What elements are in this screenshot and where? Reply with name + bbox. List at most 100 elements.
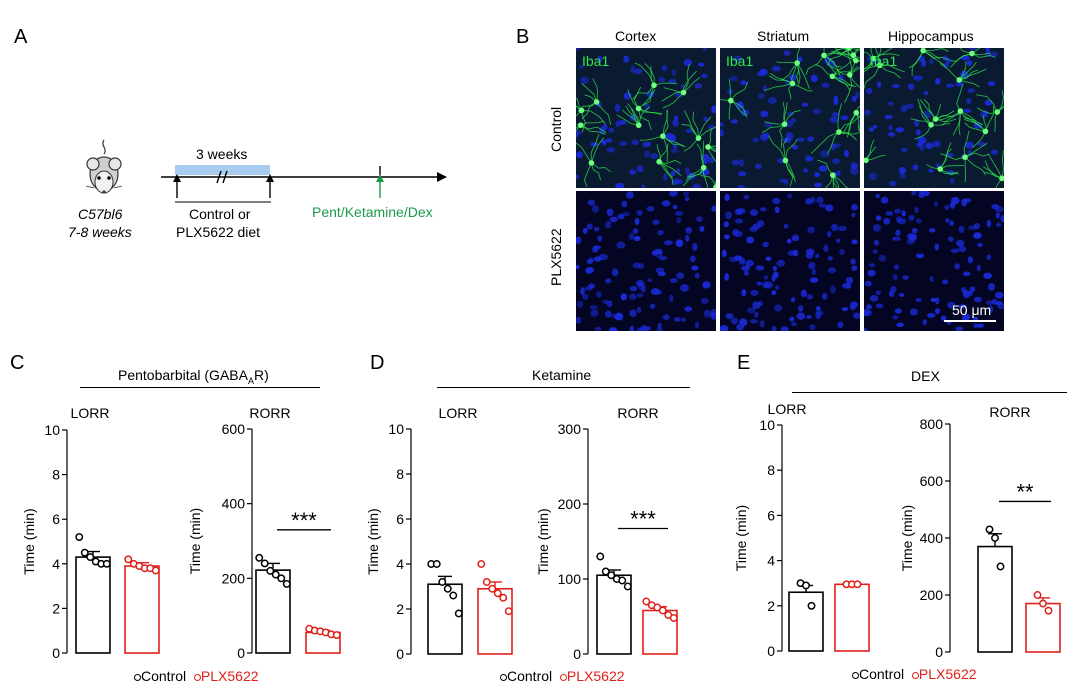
y-axis-label: Time (min)	[733, 505, 749, 571]
data-point	[438, 578, 447, 586]
legend-plx-marker	[193, 673, 201, 681]
iba1-label: Iba1	[582, 53, 609, 69]
panel-e-title: DEX	[911, 368, 940, 384]
panel-c-title: Pentobarbital (GABAAR)	[118, 367, 269, 386]
legend-plx-label: PLX5622	[918, 666, 977, 682]
y-axis-label: Time (min)	[365, 508, 381, 574]
mouse-age: 7-8 weeks	[68, 224, 132, 240]
y-tick-label: 4	[767, 553, 775, 569]
data-point	[669, 614, 678, 622]
y-tick-label: 8	[396, 466, 404, 482]
y-tick-label: 300	[558, 421, 582, 437]
y-tick-label: 4	[396, 556, 404, 572]
legend-control-marker	[500, 673, 507, 681]
y-axis-label: Time (min)	[535, 508, 551, 574]
chart-e-lorr: LORR Time (min) 0 2 4 6 8 10	[733, 401, 870, 659]
legend-control-label: Control	[141, 668, 187, 684]
micrograph-plx5622-hippocampus	[864, 191, 1004, 331]
panel-label-d: D	[370, 352, 385, 374]
legend-control-marker	[852, 671, 859, 679]
chart-c-lorr: LORR Time (min) 0 2 4 6 8 10	[21, 405, 160, 661]
data-point	[271, 570, 280, 579]
legend-d: Control PLX5622	[500, 668, 625, 684]
data-point	[1044, 606, 1053, 615]
data-point	[985, 525, 994, 534]
bar-plx5622	[124, 565, 160, 654]
micrograph-control-hippocampus: Iba1	[864, 48, 1004, 188]
data-point	[102, 559, 111, 568]
y-tick-label: 200	[558, 496, 582, 512]
y-tick-label: 2	[767, 598, 775, 614]
data-point	[151, 566, 160, 575]
y-tick-label: 800	[920, 416, 944, 432]
chart-e-rorr: RORR Time (min) 0 200 400 600 800 **	[899, 404, 1061, 660]
scalebar	[944, 320, 996, 322]
scalebar-label: 50 μm	[952, 302, 992, 318]
mouse-icon	[85, 139, 123, 194]
y-tick-label: 600	[222, 421, 246, 437]
y-tick-label: 600	[920, 473, 944, 489]
chart-title: RORR	[617, 405, 658, 421]
panel-label-a: A	[14, 26, 28, 48]
y-tick-label: 10	[44, 422, 60, 438]
y-tick-label: 2	[396, 601, 404, 617]
data-point	[124, 555, 133, 564]
significance-stars: ***	[630, 507, 656, 532]
data-point	[618, 576, 627, 585]
iba1-label: Iba1	[726, 53, 753, 69]
chart-title: RORR	[989, 404, 1030, 420]
y-tick-label: 8	[52, 467, 60, 483]
data-point	[282, 579, 291, 588]
legend-plx-label: PLX5622	[566, 668, 625, 684]
chart-d-rorr: RORR Time (min) 0 100 200 300 ***	[535, 405, 678, 662]
data-point	[1039, 599, 1047, 608]
data-point	[996, 562, 1005, 571]
micrograph-plx5622-striatum	[720, 191, 860, 331]
legend-control-marker	[134, 673, 141, 681]
data-point	[432, 560, 441, 568]
y-tick-label: 6	[767, 507, 775, 523]
data-point	[80, 548, 89, 557]
y-tick-label: 0	[767, 643, 775, 659]
y-tick-label: 2	[52, 600, 60, 616]
y-tick-label: 0	[396, 646, 404, 662]
timeline	[161, 165, 447, 203]
data-point	[277, 574, 286, 583]
y-axis-label: Time (min)	[21, 508, 37, 574]
data-point	[642, 597, 651, 606]
y-tick-label: 0	[52, 645, 60, 661]
bar-plx5622	[834, 583, 870, 652]
panel-d-title-rule	[437, 387, 690, 388]
data-point	[255, 553, 264, 562]
legend-e: Control PLX5622	[852, 666, 977, 682]
bar-control	[977, 545, 1013, 653]
y-tick-label: 400	[222, 496, 246, 512]
data-point	[1033, 591, 1042, 599]
y-axis-label: Time (min)	[899, 505, 915, 571]
bar-control	[75, 556, 111, 654]
column-label-striatum: Striatum	[757, 28, 810, 44]
data-point	[488, 584, 497, 593]
data-point	[607, 571, 616, 580]
y-tick-label: 8	[767, 462, 775, 478]
panel-c-title-sub: A	[247, 375, 254, 386]
chart-c-rorr: RORR Time (min) 0 200 400 600 ***	[187, 405, 341, 661]
y-tick-label: 4	[52, 556, 60, 572]
chart-d-lorr: LORR Time (min) 0 2 4 6 8 10	[365, 405, 513, 662]
iba1-label: Iba1	[870, 53, 897, 69]
data-point	[499, 593, 508, 602]
y-tick-label: 200	[920, 587, 944, 603]
data-point	[807, 601, 816, 610]
chart-title: LORR	[439, 405, 478, 421]
legend-control-label: Control	[859, 666, 905, 682]
y-tick-label: 6	[396, 511, 404, 527]
y-tick-label: 0	[237, 645, 245, 661]
legend-c: Control PLX5622	[134, 668, 259, 684]
y-tick-label: 0	[935, 644, 943, 660]
treatment-label: Pent/Ketamine/Dex	[312, 204, 433, 220]
data-point	[86, 553, 95, 562]
column-label-hippocampus: Hippocampus	[888, 28, 974, 44]
y-tick-label: 100	[558, 571, 582, 587]
data-point	[853, 580, 862, 589]
column-label-cortex: Cortex	[615, 28, 657, 44]
